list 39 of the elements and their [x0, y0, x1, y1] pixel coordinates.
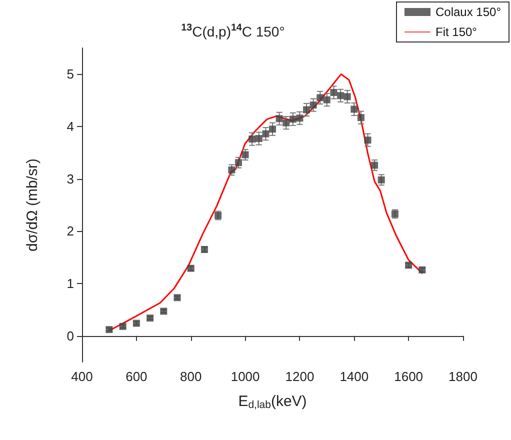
point [276, 115, 283, 122]
point [364, 136, 372, 144]
point [234, 159, 242, 166]
point [248, 136, 256, 143]
point [310, 102, 317, 109]
point [228, 166, 236, 174]
point [255, 135, 262, 142]
point [350, 106, 358, 113]
point [289, 116, 296, 123]
point [282, 119, 290, 126]
legend-label: Fit 150° [435, 25, 478, 39]
x-tick-label: 800 [180, 369, 202, 384]
point [371, 162, 378, 169]
x-tick-label: 1800 [448, 369, 478, 384]
point [316, 94, 324, 102]
point [344, 93, 351, 100]
y-axis-title: dσ/dΩ (mb/sr) [24, 158, 41, 252]
legend-label: Colaux 150° [435, 5, 502, 19]
point [262, 130, 270, 138]
y-tick-label: 1 [66, 276, 74, 291]
x-tick-label: 1400 [340, 369, 369, 384]
point [378, 176, 385, 184]
point [269, 126, 276, 133]
x-tick-label: 1000 [230, 369, 260, 384]
y-tick-label: 3 [66, 171, 74, 186]
y-tick-label: 5 [66, 66, 74, 82]
y-tick-label: 2 [66, 224, 74, 239]
point [303, 106, 310, 114]
x-tick-label: 400 [71, 369, 93, 384]
point [337, 92, 344, 100]
point [330, 88, 338, 96]
y-tick-label: 0 [66, 328, 74, 344]
point [357, 114, 364, 122]
y-tick-label: 4 [66, 119, 74, 134]
x-tick-label: 1200 [285, 369, 314, 384]
x-tick-label: 1600 [394, 369, 424, 384]
point [296, 114, 304, 122]
x-tick-label: 600 [126, 369, 148, 384]
point [323, 96, 330, 104]
